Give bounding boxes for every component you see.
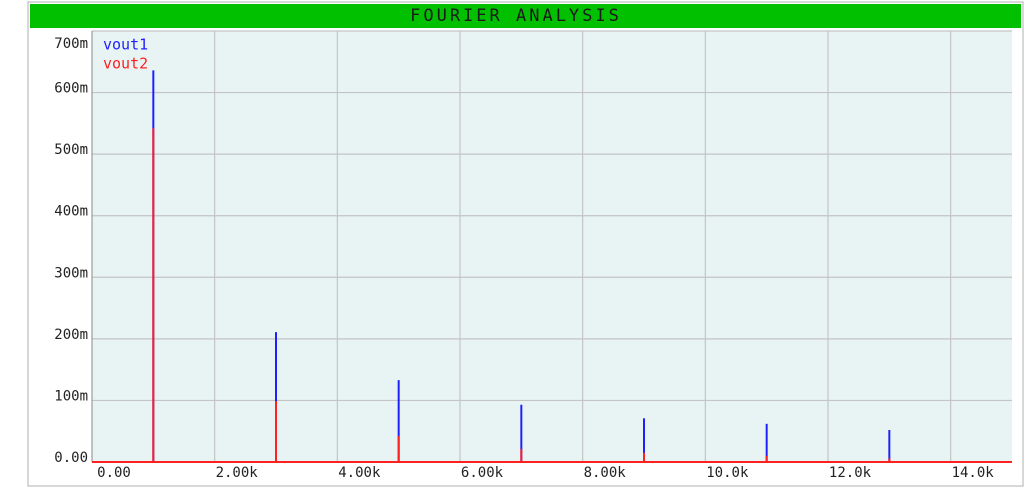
x-tick-label: 4.00k	[338, 465, 381, 481]
y-tick-label: 700m	[54, 36, 88, 52]
title-bar	[30, 4, 1021, 28]
x-tick-label: 8.00k	[584, 465, 627, 481]
x-tick-label: 12.0k	[829, 465, 872, 481]
y-tick-label: 500m	[54, 142, 88, 158]
x-tick-label: 10.0k	[706, 465, 749, 481]
x-tick-label: 2.00k	[216, 465, 259, 481]
y-tick-label: 0.00	[54, 450, 88, 466]
y-tick-label: 200m	[54, 327, 88, 343]
y-tick-label: 400m	[54, 204, 88, 220]
y-tick-label: 100m	[54, 388, 88, 404]
x-tick-label: 14.0k	[952, 465, 995, 481]
legend-entry: vout2	[103, 55, 148, 73]
legend-entry: vout1	[103, 36, 148, 54]
y-tick-label: 300m	[54, 265, 88, 281]
plot-area	[92, 31, 1012, 462]
x-tick-label: 0.00	[97, 465, 131, 481]
y-tick-label: 600m	[54, 81, 88, 97]
x-tick-label: 6.00k	[461, 465, 504, 481]
chart-title: FOURIER ANALYSIS	[410, 6, 622, 26]
